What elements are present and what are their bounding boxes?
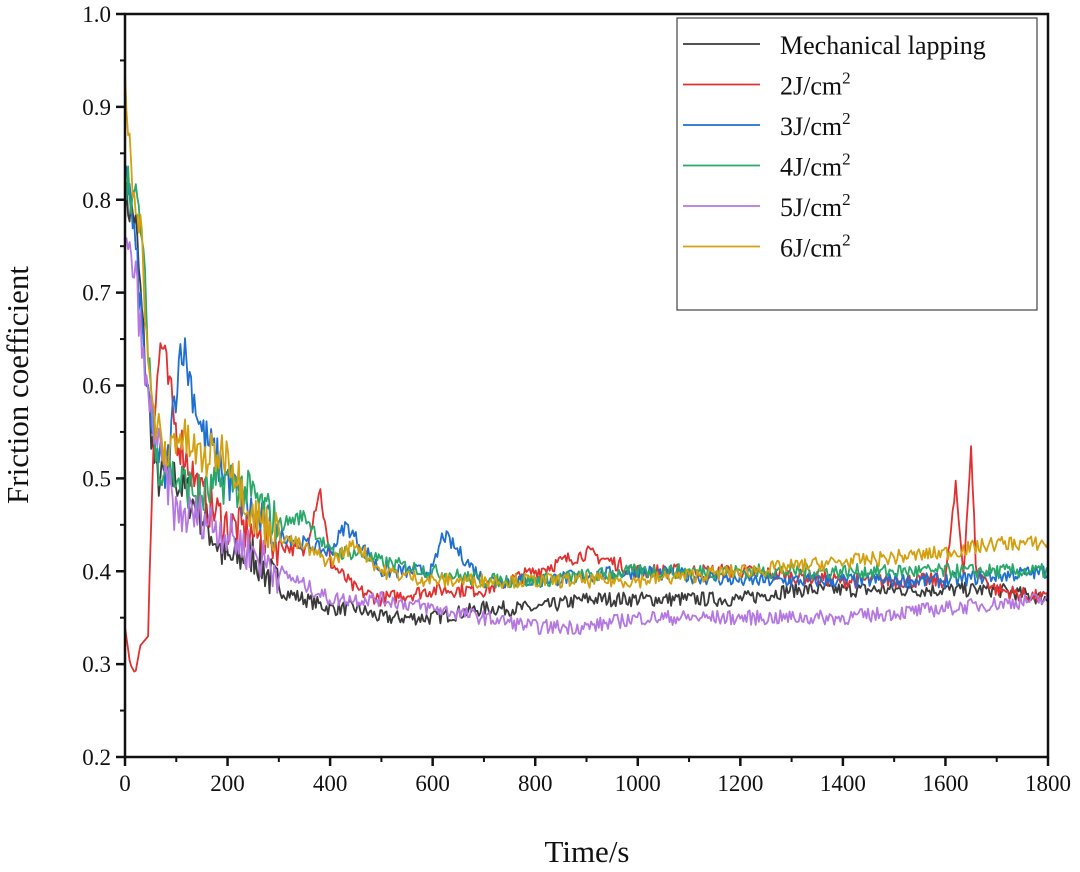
legend-label: 5J/cm2 [780,190,851,222]
y-tick-label: 0.8 [82,188,111,213]
x-tick-label: 600 [415,771,450,796]
y-tick-label: 0.5 [82,466,111,491]
x-axis-label: Time/s [544,834,629,867]
x-tick-label: 0 [119,771,131,796]
x-tick-label: 400 [313,771,348,796]
legend-label: 2J/cm2 [780,69,851,101]
series-line-3 [124,165,1049,589]
series-lines [124,72,1049,673]
axis-ticks: 0.2 0.3 0.4 0.5 0.6 0.7 0.8 0.9 1.0 0 200 400 600 800… [82,2,1071,796]
x-tick-label: 1200 [717,771,763,796]
y-tick-label: 0.7 [82,281,111,306]
y-tick-label: 0.2 [82,745,111,770]
x-tick-label: 1400 [820,771,866,796]
series-line-4 [124,237,1049,635]
legend: Mechanical lapping 2J/cm2 3J/cm2 4J/cm2 5J/c… [676,17,1038,311]
y-tick-label: 0.3 [82,652,111,677]
x-tick-label: 1600 [922,771,968,796]
x-tick-label: 800 [518,771,553,796]
series-line-5 [124,72,1049,589]
y-tick-label: 0.9 [82,95,111,120]
y-tick-label: 0.4 [82,559,111,584]
legend-label: 4J/cm2 [780,150,851,182]
legend-box [676,17,1038,311]
x-tick-label: 200 [210,771,245,796]
y-axis-label: Friction coefficient [0,266,35,504]
legend-label: 6J/cm2 [780,231,851,263]
x-tick-label: 1000 [615,771,661,796]
legend-label: 3J/cm2 [780,109,851,141]
legend-label: Mechanical lapping [780,31,986,60]
y-tick-label: 0.6 [82,374,111,399]
y-tick-label: 1.0 [82,2,111,27]
x-tick-label: 1800 [1025,771,1071,796]
